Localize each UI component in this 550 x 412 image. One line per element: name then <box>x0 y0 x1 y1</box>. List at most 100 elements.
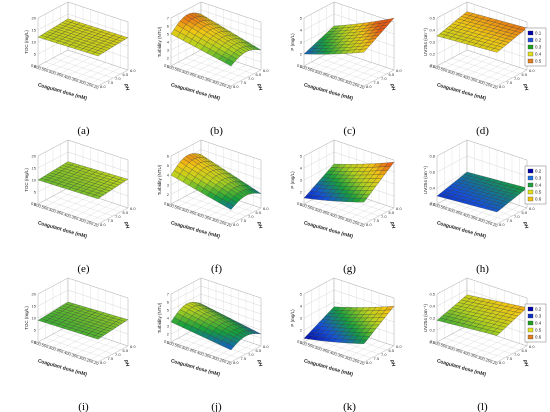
z-tick-label: 3 <box>167 324 170 329</box>
panel-label: (l) <box>477 401 488 412</box>
surface-patch <box>37 318 48 323</box>
y-tick-label: 6.0 <box>529 68 535 73</box>
y-tick-label: 6.0 <box>396 68 402 73</box>
z-axis: 1 2 3 4 5 6 Turbidity (NTU) <box>157 154 170 207</box>
x-tick-label: 0.25 <box>349 356 359 364</box>
y-tick-label: 6.5 <box>256 72 262 77</box>
x-axis-title: Coagulant dose (mM) <box>37 358 88 378</box>
z-axis-title: Turbidity (NTU) <box>157 26 162 57</box>
z-tick-label: 4 <box>167 316 170 321</box>
x-tick-label: 0.50 <box>311 344 321 352</box>
legend-swatch <box>527 196 534 202</box>
z-tick-label: 0.8 <box>429 154 435 159</box>
y-gridline <box>318 10 380 79</box>
y-tick-label: 7.0 <box>381 352 387 357</box>
y-gridline <box>451 286 513 355</box>
x-tick-label: 0.30 <box>341 354 351 362</box>
y-axis: 8.07.57.06.56.0 pH <box>100 68 136 91</box>
y-axis-title: pH <box>256 359 263 367</box>
surface-patch <box>436 317 447 323</box>
x-tick-label: 0.50 <box>444 344 454 352</box>
y-tick-label: 7.5 <box>241 356 247 361</box>
y-tick-label: 6.0 <box>263 68 269 73</box>
z-axis-title: P (mg/L) <box>290 171 295 189</box>
z-tick-label: 3 <box>300 316 303 321</box>
x-tick-label: 0.30 <box>75 354 85 362</box>
x-tick-label: 0.25 <box>83 80 93 88</box>
z-tick-label: 3 <box>167 182 170 187</box>
response-surface <box>37 161 129 199</box>
z-axis-title: TOC (mg/L) <box>24 306 29 330</box>
x-tick-label: 0.35 <box>467 213 477 221</box>
z-axis: 1 2 3 4 5 P (mg/L) <box>290 154 303 207</box>
z-axis-title: TOC (mg/L) <box>24 30 29 54</box>
z-tick-label: 6 <box>167 154 170 159</box>
y-tick-label: 7.0 <box>115 214 121 219</box>
y-tick-label: 6.5 <box>522 72 528 77</box>
x-tick-label: 0.40 <box>326 211 336 219</box>
y-gridline <box>37 156 99 225</box>
panel-label: (j) <box>211 401 222 412</box>
z-tick-label: 0.5 <box>429 16 435 21</box>
z-tick-label: 4 <box>167 173 170 178</box>
legend-label: 0.5 <box>535 328 542 333</box>
legend-label: 0.4 <box>535 321 542 326</box>
z-axis: 1 2 3 4 5 6 7 Turbidity (NTU) <box>157 16 170 69</box>
response-surface <box>170 153 262 210</box>
x-tick-label: 0.50 <box>178 344 188 352</box>
panel-label: (d) <box>476 125 489 137</box>
y-tick-label: 8.0 <box>366 360 372 365</box>
legend-box <box>524 303 547 343</box>
x-tick-label: 0.40 <box>193 349 203 357</box>
y-tick-label: 6.5 <box>389 72 395 77</box>
y-gridline <box>170 156 232 225</box>
x-tick-label: 0.20 <box>489 221 499 229</box>
z-axis: 0 5 10 15 20 TOC (mg/L) <box>24 16 37 69</box>
z-tick-label: 2 <box>300 328 303 333</box>
y-tick-label: 7.5 <box>108 218 114 223</box>
y-axis-title: pH <box>522 221 529 229</box>
x-tick-label: 0.60 <box>163 201 173 209</box>
response-surface <box>303 162 395 203</box>
x-tick-label: 0.25 <box>216 80 226 88</box>
y-tick-label: 8.0 <box>100 360 106 365</box>
surface-patch <box>436 193 447 198</box>
z-tick-label: 0.5 <box>429 292 435 297</box>
legend-swatch <box>527 189 534 195</box>
z-tick-label: 4 <box>167 40 170 45</box>
x-tick-label: 0.50 <box>444 68 454 76</box>
y-tick-label: 7.0 <box>115 76 121 81</box>
x-tick-label: 0.60 <box>30 339 40 347</box>
x-tick-label: 0.60 <box>296 63 306 71</box>
panel-label: (h) <box>476 263 489 275</box>
y-tick-label: 7.0 <box>248 214 254 219</box>
legend-label: 0.2 <box>535 169 542 174</box>
y-tick-label: 6.5 <box>256 210 262 215</box>
x-tick-label: 0.35 <box>334 351 344 359</box>
x-tick-label: 0.50 <box>45 68 55 76</box>
z-tick-label: 20 <box>32 16 37 21</box>
y-tick-label: 6.0 <box>396 206 402 211</box>
z-tick-label: 4 <box>300 28 303 33</box>
y-tick-label: 6.5 <box>389 210 395 215</box>
x-tick-label: 0.20 <box>489 359 499 367</box>
x-tick-label: 0.25 <box>349 80 359 88</box>
x-axis-title: Coagulant dose (mM) <box>170 358 221 378</box>
z-tick-label: 7 <box>167 16 170 21</box>
y-tick-label: 8.0 <box>499 360 505 365</box>
y-tick-label: 7.5 <box>507 80 513 85</box>
y-gridline <box>45 290 106 359</box>
y-tick-label: 7.5 <box>108 356 114 361</box>
x-tick-label: 0.40 <box>459 73 469 81</box>
y-tick-label: 8.0 <box>499 84 505 89</box>
y-gridline <box>52 148 114 217</box>
z-axis-title: Turbidity (NTU) <box>157 164 162 195</box>
x-tick-label: 0.45 <box>53 346 63 354</box>
z-tick-label: 2 <box>167 192 170 197</box>
x-tick-label: 0.25 <box>83 356 93 364</box>
x-tick-label: 0.25 <box>216 356 226 364</box>
z-axis-title: Turbidity (NTU) <box>157 302 162 333</box>
x-tick-label: 0.60 <box>163 339 173 347</box>
y-gridline <box>60 282 121 351</box>
